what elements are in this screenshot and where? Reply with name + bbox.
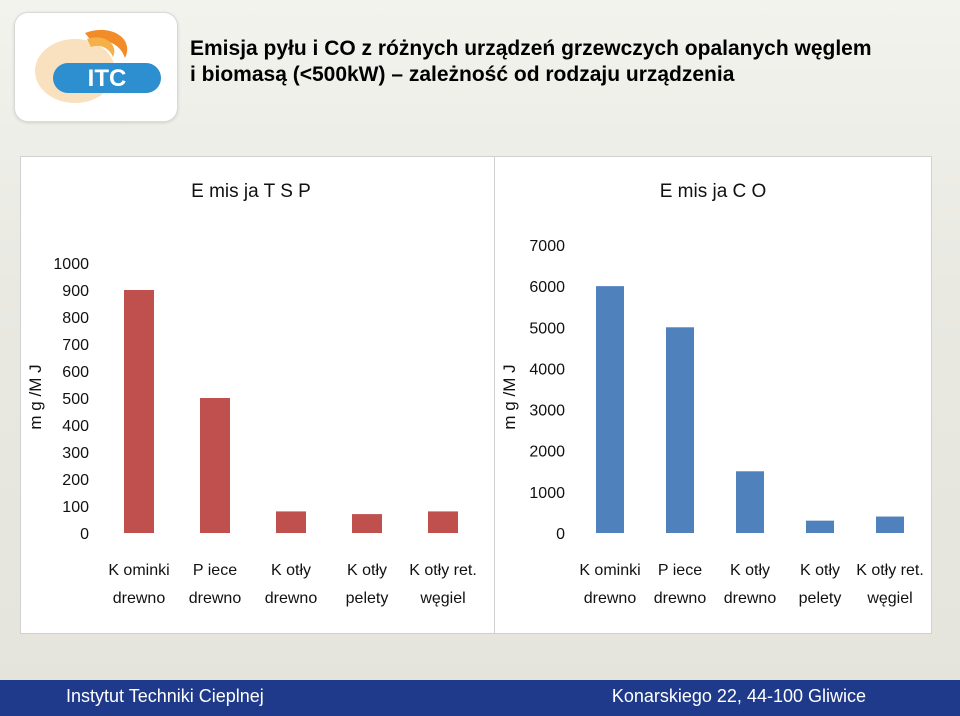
y-tick-label: 7000: [529, 238, 565, 255]
x-category-label: drewno: [724, 590, 777, 607]
y-tick-label: 4000: [529, 361, 565, 378]
y-axis-label: m g /M J: [26, 364, 45, 429]
bar: [352, 514, 382, 533]
bar: [666, 327, 694, 533]
x-category-label: drewno: [189, 590, 242, 607]
y-tick-label: 400: [62, 418, 89, 435]
flame-logo-icon: ITC: [35, 29, 161, 103]
title-line-1: Emisja pyłu i CO z różnych urządzeń grze…: [190, 37, 872, 60]
y-tick-label: 0: [80, 526, 89, 543]
title-line-2: i biomasą (<500kW) – zależność od rodzaj…: [190, 63, 735, 86]
logo-text: ITC: [88, 65, 127, 92]
y-tick-label: 2000: [529, 444, 565, 461]
x-category-label: P iece: [658, 562, 702, 579]
y-tick-label: 900: [62, 283, 89, 300]
x-category-label: K otły: [800, 562, 840, 579]
bar: [876, 516, 904, 533]
x-category-label: drewno: [584, 590, 637, 607]
x-category-label: pelety: [799, 590, 842, 607]
bar: [736, 471, 764, 533]
y-axis-label: m g /M J: [500, 364, 519, 429]
bar: [276, 511, 306, 533]
co-chart-panel: E mis ja C O m g /M J 0 1000 2000 3000 4000 500…: [494, 156, 932, 634]
footer-institute: Instytut Techniki Cieplnej: [66, 686, 264, 706]
x-category-label: drewno: [654, 590, 707, 607]
x-category-label: pelety: [346, 590, 389, 607]
y-tick-label: 800: [62, 310, 89, 327]
x-category-label: P iece: [193, 562, 237, 579]
chart-title: E mis ja C O: [660, 181, 767, 202]
bar: [124, 290, 154, 533]
x-category-label: węgiel: [866, 590, 912, 607]
y-tick-label: 1000: [529, 485, 565, 502]
x-category-label: K ominki: [579, 562, 640, 579]
co-emission-chart: E mis ja C O m g /M J 0 1000 2000 3000 4000 500…: [500, 181, 924, 607]
y-tick-label: 700: [62, 337, 89, 354]
y-tick-label: 300: [62, 445, 89, 462]
y-tick-label: 6000: [529, 279, 565, 296]
x-category-label: K otły: [347, 562, 387, 579]
bar: [806, 520, 834, 533]
x-category-label: węgiel: [419, 590, 465, 607]
x-category-label: K otły: [271, 562, 311, 579]
tsp-chart-panel: E mis ja T S P m g /M J 0 100 200 300 400 500 60…: [20, 156, 496, 634]
bar: [200, 398, 230, 533]
y-tick-label: 0: [556, 526, 565, 543]
bar: [596, 286, 624, 533]
y-tick-label: 200: [62, 472, 89, 489]
x-category-label: K otły ret.: [409, 562, 477, 579]
itc-logo: ITC: [14, 12, 178, 122]
tsp-emission-chart: E mis ja T S P m g /M J 0 100 200 300 400 500 60…: [26, 181, 477, 607]
y-tick-label: 5000: [529, 320, 565, 337]
y-tick-label: 100: [62, 499, 89, 516]
chart-title: E mis ja T S P: [191, 181, 311, 202]
y-tick-label: 1000: [53, 256, 89, 273]
x-category-label: K otły: [730, 562, 770, 579]
x-category-label: drewno: [113, 590, 166, 607]
bar: [428, 511, 458, 533]
footer-address: Konarskiego 22, 44-100 Gliwice: [611, 686, 866, 706]
y-tick-label: 600: [62, 364, 89, 381]
x-category-label: drewno: [265, 590, 318, 607]
x-category-label: K ominki: [108, 562, 169, 579]
x-category-label: K otły ret.: [856, 562, 924, 579]
y-tick-label: 500: [62, 391, 89, 408]
y-tick-label: 3000: [529, 403, 565, 420]
page-title: Emisja pyłu i CO z różnych urządzeń grze…: [190, 36, 950, 88]
footer-bar: [0, 680, 960, 716]
